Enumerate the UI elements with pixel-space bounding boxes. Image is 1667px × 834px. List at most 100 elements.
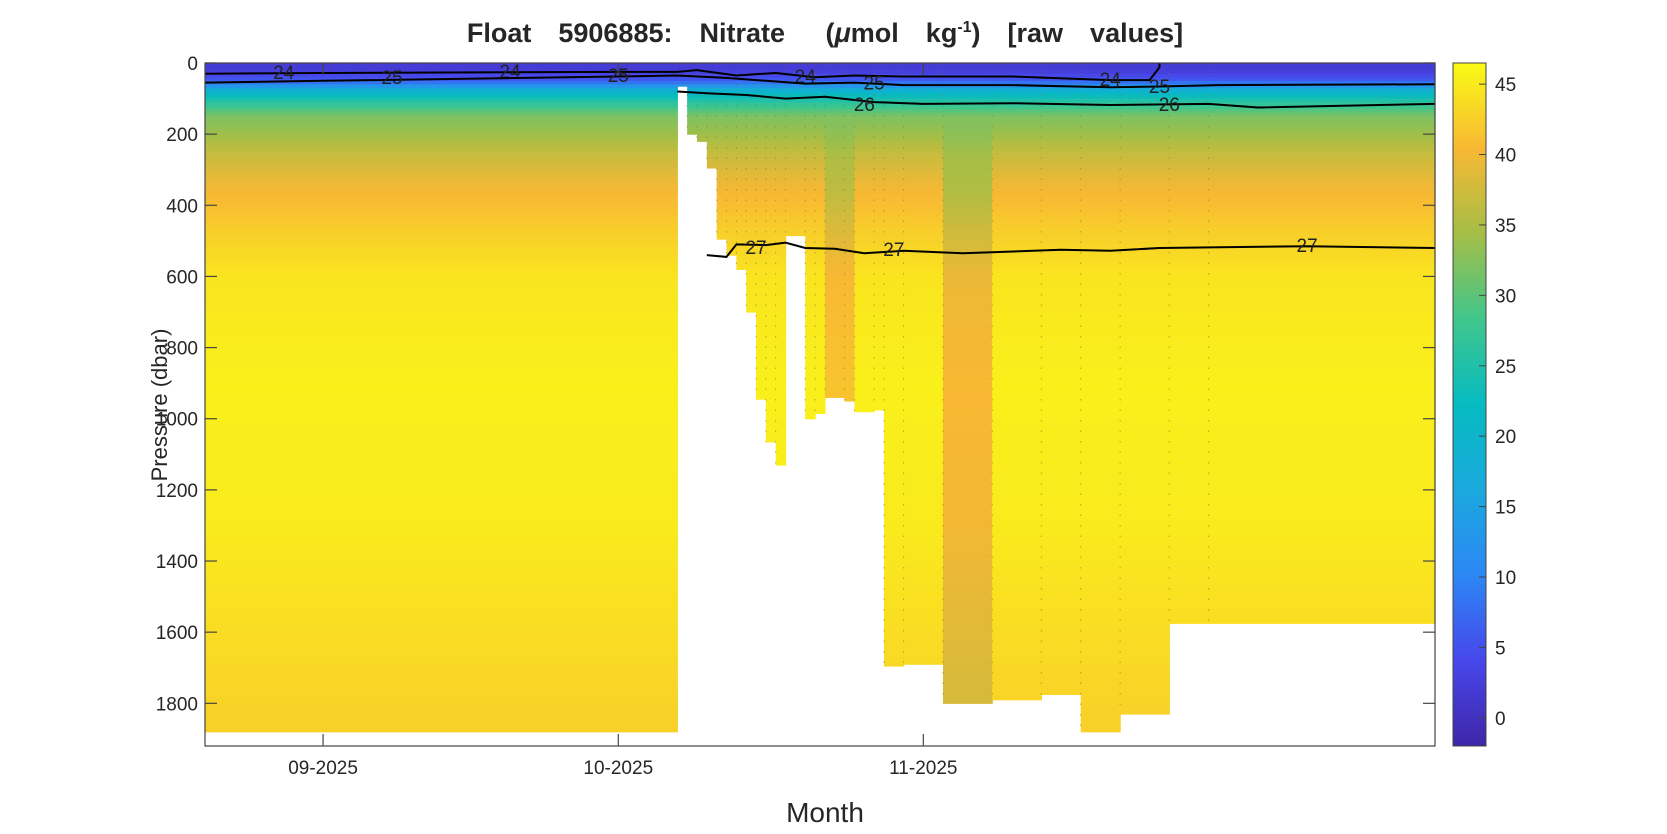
contour-label: 25 [864,74,885,95]
colorbar-tick-label: 0 [1495,709,1506,730]
profile-column [687,63,698,135]
profile-column [756,63,767,400]
colorbar-tick-label: 45 [1495,75,1516,96]
profile-column [992,63,1042,701]
contour-line-26 [677,90,1436,109]
profile-column [205,63,678,733]
x-axis: 09-2025 10-2025 11-2025 [288,63,957,779]
colorbar-tick: 5 [1479,638,1506,659]
contour-label: 25 [1149,77,1170,98]
contour-label: 25 [608,66,629,87]
colorbar-tick-label: 25 [1495,357,1516,378]
contour-line-24 [204,63,1161,82]
y-tick: 1000 [156,410,1435,431]
contour-label: 24 [273,63,295,84]
profile-column [736,63,747,270]
colorbar-tick: 30 [1479,286,1516,307]
profile-column [706,63,718,169]
profile-column [1169,63,1210,624]
contour-label: 27 [883,240,904,261]
y-tick: 1200 [156,481,1435,502]
profile-column [844,63,856,402]
contour-label: 27 [1297,236,1318,257]
y-tick: 800 [166,339,1435,360]
plot-axes-box [204,62,1436,747]
profile-column [1208,63,1436,624]
profile-column [775,63,787,466]
colorbar-tick-label: 20 [1495,427,1516,448]
profile-column [883,63,905,667]
y-tick: 400 [166,196,1435,217]
profile-column [943,63,993,704]
y-tick-label: 1800 [156,694,198,715]
y-tick: 600 [166,267,1435,288]
y-tick-label: 600 [166,267,198,288]
colorbar-tick: 0 [1479,709,1506,730]
profile-column [903,63,944,665]
contour-label: 24 [1100,70,1122,91]
y-tick-label: 1400 [156,552,198,573]
colorbar-tick: 10 [1479,568,1516,589]
contour-label: 27 [745,238,766,259]
colorbar-tick: 45 [1479,75,1516,96]
sample-dots-layer [676,63,1210,732]
profile-column [824,63,846,398]
y-tick-label: 0 [187,54,198,75]
profile-column [815,63,826,414]
x-tick: 09-2025 [288,63,358,779]
profile-column [1120,63,1170,715]
chart-title: Float 5906885: Nitrate (μmol kg-1) [raw … [466,18,1184,48]
profile-column [854,63,875,413]
y-tick: 1600 [156,623,1435,644]
y-tick-label: 1000 [156,410,198,431]
profile-column [1080,63,1121,733]
colorbar-tick: 15 [1479,498,1516,519]
profile-column [746,63,757,313]
x-tick-label: 09-2025 [288,758,358,779]
contour-line-25 [204,74,1436,89]
profile-column [1041,63,1082,696]
colorbar-tick: 40 [1479,146,1516,167]
contour-label: 25 [381,68,402,89]
profile-column [805,63,816,420]
contour-label: 24 [499,62,521,83]
y-tick-label: 400 [166,196,198,217]
colorbar-tick-label: 40 [1495,146,1516,167]
x-tick: 11-2025 [889,63,957,779]
y-axis-label: Pressure (dbar) [147,328,172,482]
y-tick: 0 [187,54,1435,75]
colorbar [1452,62,1487,747]
profile-column [785,63,806,237]
colorbar-tick-label: 30 [1495,286,1516,307]
heatmap-layer [205,63,1436,733]
contour-label: 26 [854,95,875,116]
y-tick-label: 1600 [156,623,198,644]
x-tick: 10-2025 [583,63,653,779]
y-tick: 1800 [156,694,1435,715]
x-tick-label: 11-2025 [889,758,957,779]
profile-column [874,63,885,411]
profile-column [716,63,728,240]
profile-column [697,63,708,142]
x-tick-label: 10-2025 [583,758,653,779]
y-tick: 1400 [156,552,1435,573]
y-tick-label: 1200 [156,481,198,502]
y-tick-label: 800 [166,339,198,360]
profile-column [765,63,777,443]
colorbar-tick-label: 15 [1495,498,1516,519]
colorbar-ticks: 0 5 10 15 20 25 30 35 40 45 [1479,75,1516,730]
y-axis: 0 200 400 600 800 1000 1200 1400 1600 1800 [156,54,1435,715]
colorbar-tick: 25 [1479,357,1516,378]
profile-column [726,63,737,256]
contour-label: 26 [1159,95,1180,116]
colorbar-tick: 20 [1479,427,1516,448]
colorbar-tick: 35 [1479,216,1516,237]
colorbar-tick-label: 10 [1495,568,1516,589]
colorbar-tick-label: 5 [1495,638,1506,659]
contour-line-27 [706,241,1436,258]
y-tick: 200 [166,125,1435,146]
colorbar-tick-label: 35 [1495,216,1516,237]
x-axis-label: Month [786,797,864,828]
